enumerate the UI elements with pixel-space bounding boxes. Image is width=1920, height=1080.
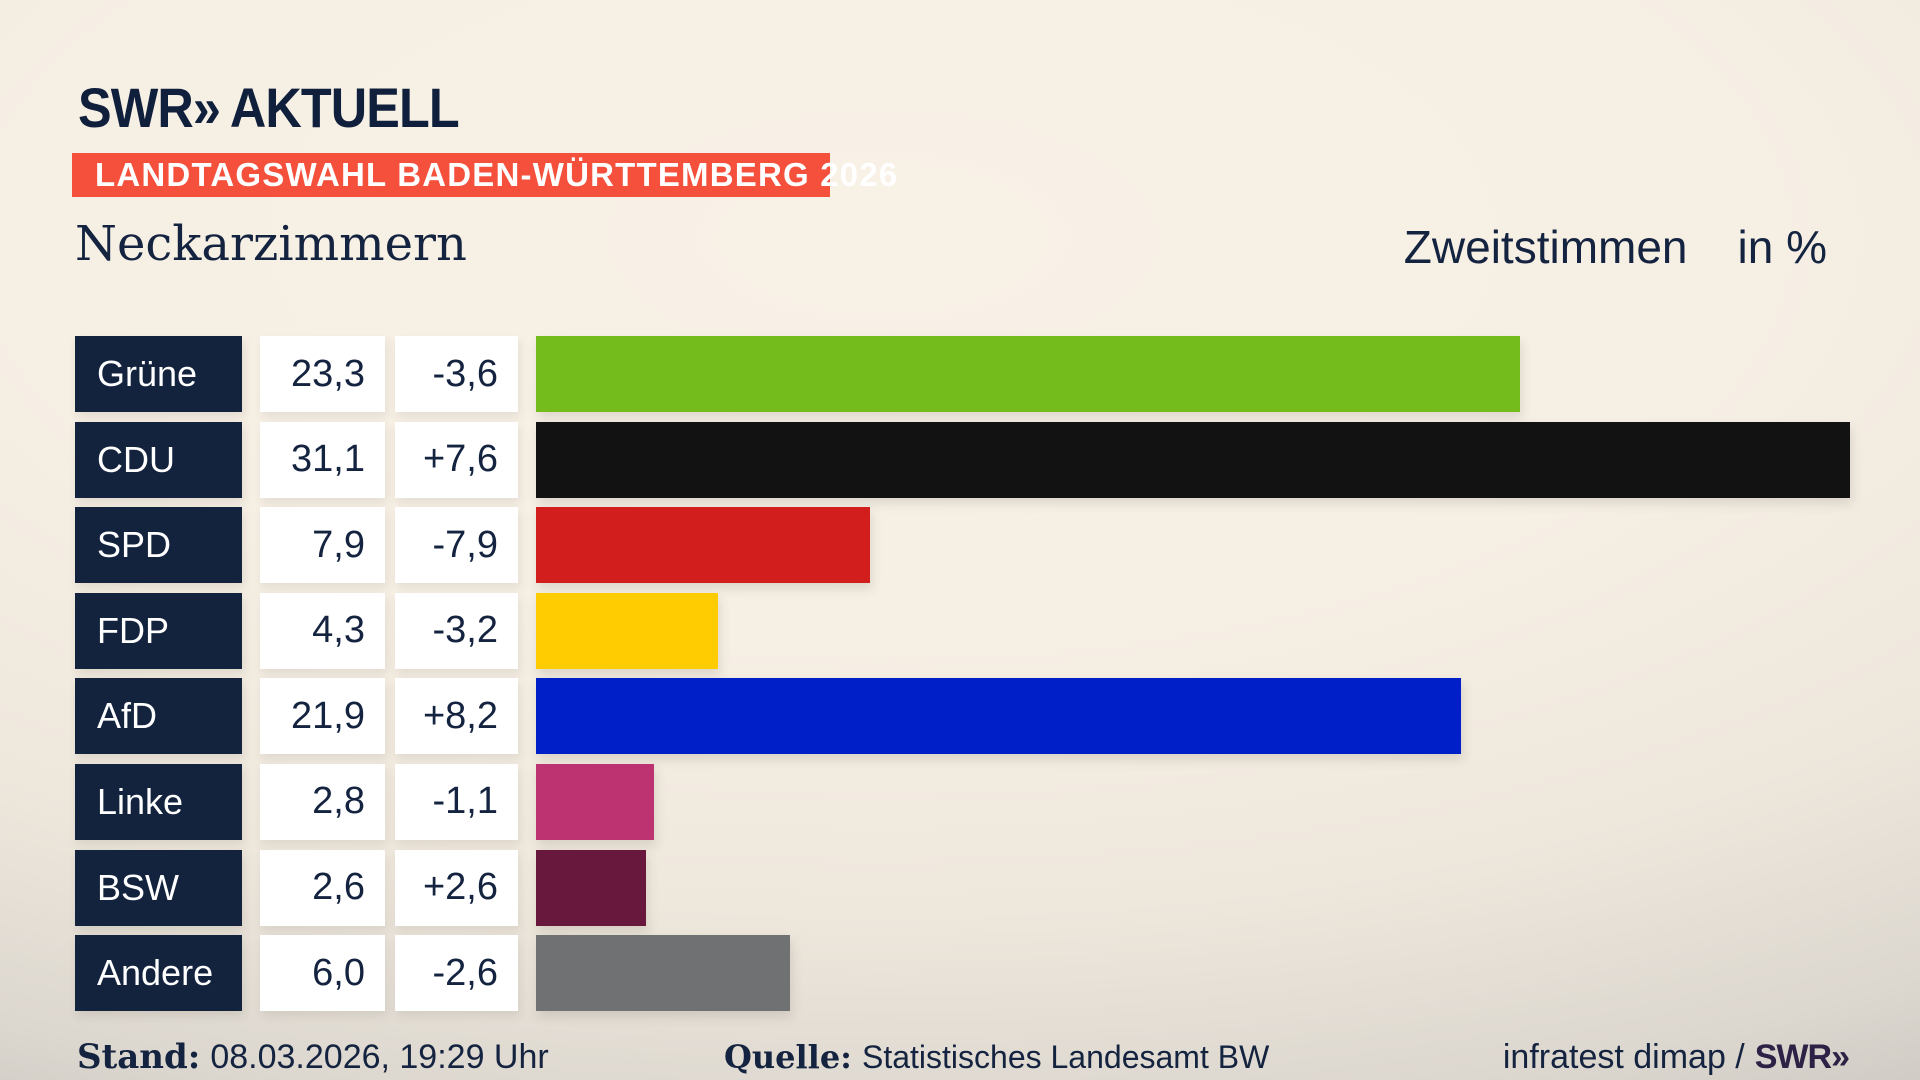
value-box: 23,3 [260, 336, 385, 412]
stand-timestamp: Stand: 08.03.2026, 19:29 Uhr [77, 1038, 549, 1076]
change-label: -3,6 [432, 352, 498, 395]
result-bar [536, 849, 646, 926]
chevrons-icon: » [192, 76, 221, 139]
party-label-box: Andere [75, 935, 242, 1012]
party-label: FDP [97, 609, 169, 651]
change-label: -3,2 [432, 609, 498, 652]
change-box: -3,6 [395, 336, 518, 412]
change-box: -2,6 [395, 935, 518, 1012]
table-row-gruene: Grüne 23,3 -3,6 [75, 336, 1850, 412]
swr-aktuell-logo: SWR» AKTUELL [78, 80, 460, 136]
change-box: -7,9 [395, 507, 518, 584]
result-bar [536, 763, 655, 840]
change-label: +7,6 [422, 438, 498, 481]
party-label: AfD [97, 695, 158, 737]
result-bar [536, 336, 1521, 412]
value-box: 21,9 [260, 678, 385, 755]
party-label-box: FDP [75, 592, 242, 669]
bar-track [536, 421, 1850, 498]
table-row-bsw: BSW 2,6 +2,6 [75, 849, 1850, 926]
bar-track [536, 763, 1850, 840]
quelle-value: Statistisches Landesamt BW [861, 1039, 1270, 1075]
stand-label: Stand: [77, 1037, 201, 1077]
change-label: -7,9 [432, 523, 498, 566]
value-label: 7,9 [312, 523, 365, 566]
credit-note: infratest dimap / SWR» [1502, 1038, 1850, 1076]
value-box: 31,1 [260, 421, 385, 498]
party-label: Grüne [97, 353, 198, 394]
value-label: 2,6 [312, 866, 365, 909]
swr-credit-logo: SWR» [1754, 1038, 1850, 1076]
change-label: +8,2 [422, 694, 498, 737]
table-row-linke: Linke 2,8 -1,1 [75, 763, 1850, 840]
party-label: BSW [97, 866, 180, 908]
stand-value: 08.03.2026, 19:29 Uhr [210, 1038, 549, 1076]
change-box: +7,6 [395, 421, 518, 498]
bar-track [536, 336, 1850, 412]
table-row-andere: Andere 6,0 -2,6 [75, 935, 1850, 1012]
value-box: 2,6 [260, 849, 385, 926]
party-label-box: AfD [75, 678, 242, 755]
election-banner: LANDTAGSWAHL BADEN-WÜRTTEMBERG 2026 [72, 153, 897, 197]
value-label: 6,0 [312, 951, 365, 994]
value-box: 7,9 [260, 507, 385, 584]
change-label: +2,6 [422, 866, 498, 909]
party-label: Andere [97, 952, 214, 994]
table-row-fdp: FDP 4,3 -3,2 [75, 592, 1850, 669]
source-note: Quelle: Statistisches Landesamt BW [724, 1038, 1269, 1076]
value-label: 21,9 [291, 694, 365, 737]
table-row-afd: AfD 21,9 +8,2 [75, 678, 1850, 755]
result-bar [536, 592, 718, 669]
swr-logo-text: SWR [78, 76, 194, 139]
chevrons-icon: » [1831, 1038, 1850, 1076]
value-label: 31,1 [291, 438, 365, 481]
bar-track [536, 935, 1850, 1012]
change-box: +2,6 [395, 849, 518, 926]
party-label-box: CDU [75, 421, 242, 498]
value-box: 6,0 [260, 935, 385, 1012]
bar-track [536, 849, 1850, 926]
change-label: -2,6 [432, 951, 498, 994]
party-label-box: Linke [75, 763, 242, 840]
measure-label: Zweitstimmen [1403, 221, 1688, 273]
aktuell-logo-text: AKTUELL [229, 76, 460, 139]
party-label: SPD [97, 524, 172, 566]
bar-track [536, 678, 1850, 755]
quelle-label: Quelle: [724, 1038, 852, 1076]
municipality-title: Neckarzimmern [75, 216, 467, 272]
result-bar [536, 678, 1462, 755]
party-label: Linke [97, 780, 184, 822]
change-label: -1,1 [432, 780, 498, 823]
party-label-box: Grüne [75, 336, 242, 412]
value-label: 2,8 [312, 780, 365, 823]
result-bar [536, 935, 790, 1012]
change-box: -3,2 [395, 592, 518, 669]
bar-track [536, 592, 1850, 669]
party-label: CDU [97, 438, 175, 480]
table-row-spd: SPD 7,9 -7,9 [75, 507, 1850, 584]
party-label-box: BSW [75, 849, 242, 926]
measure-unit: in % [1737, 221, 1827, 273]
bar-track [536, 507, 1850, 584]
banner-label: LANDTAGSWAHL BADEN-WÜRTTEMBERG 2026 [95, 156, 899, 193]
value-label: 23,3 [291, 352, 365, 395]
result-bar [536, 507, 870, 584]
value-box: 2,8 [260, 763, 385, 840]
credit-text: infratest dimap / [1502, 1038, 1745, 1076]
change-box: +8,2 [395, 678, 518, 755]
value-box: 4,3 [260, 592, 385, 669]
results-table: Grüne 23,3 -3,6 CDU 31,1 +7,6 SPD 7,9 -7… [75, 336, 1850, 1021]
party-label-box: SPD [75, 507, 242, 584]
value-label: 4,3 [312, 609, 365, 652]
table-row-cdu: CDU 31,1 +7,6 [75, 421, 1850, 498]
change-box: -1,1 [395, 763, 518, 840]
measure-title: Zweitstimmen in % [1404, 222, 1827, 272]
result-bar [536, 421, 1850, 498]
